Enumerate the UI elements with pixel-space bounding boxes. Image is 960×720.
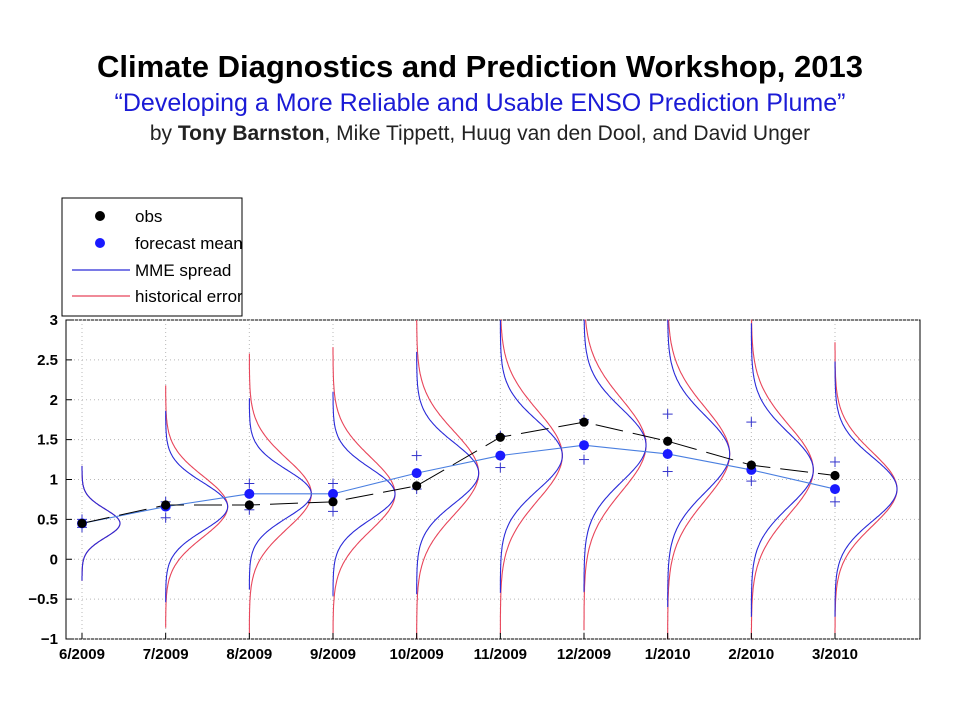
mme-spread-curve — [667, 319, 731, 608]
x-tick-label: 6/2009 — [59, 646, 105, 663]
y-tick-label: 1.5 — [37, 432, 58, 449]
title-block: Climate Diagnostics and Prediction Works… — [0, 48, 960, 148]
x-tick-label: 3/2010 — [812, 646, 858, 663]
obs-point — [579, 417, 589, 427]
obs-point — [244, 500, 254, 510]
y-tick-label: 3 — [50, 312, 58, 329]
obs-point — [746, 460, 756, 470]
y-tick-label: 2 — [50, 392, 58, 409]
y-tick-label: 1 — [50, 472, 58, 489]
legend-forecast-marker — [95, 238, 105, 248]
historical-error-curve — [583, 319, 647, 631]
x-tick-label: 10/2009 — [390, 646, 444, 663]
obs-point — [77, 518, 87, 528]
x-tick-label: 1/2010 — [645, 646, 691, 663]
obs-point — [161, 500, 171, 510]
mme-spread-curve — [750, 323, 814, 617]
y-tick-label: 0.5 — [37, 511, 58, 528]
legend-obs-marker — [95, 211, 105, 221]
x-tick-label: 11/2009 — [474, 646, 527, 663]
y-axis-ticks: −1 −0.5 0 0.5 1 1.5 2 2.5 3 — [28, 312, 72, 648]
y-tick-label: −0.5 — [28, 591, 58, 608]
page-title: Climate Diagnostics and Prediction Works… — [96, 49, 863, 84]
byline-prefix: by — [149, 122, 178, 145]
y-tick-label: 0 — [50, 551, 58, 568]
distribution-curves — [81, 319, 898, 639]
series-lines — [81, 421, 836, 524]
legend-mme-label: MME spread — [135, 261, 231, 280]
y-tick-label: 2.5 — [37, 352, 58, 369]
enso-plume-chart: −1 −0.5 0 0.5 1 1.5 2 2.5 3 6/2009 7/2009 8/2009 9/… — [28, 197, 921, 663]
mme-spread-curve — [416, 351, 480, 595]
forecast-mean-point — [830, 484, 840, 495]
legend-obs-label: obs — [135, 207, 162, 226]
forecast-mean-line — [81, 444, 836, 524]
historical-error-curve — [667, 319, 731, 639]
obs-point — [663, 436, 673, 446]
x-tick-label: 7/2009 — [143, 646, 189, 663]
historical-error-curve — [499, 319, 563, 635]
mme-spread-curve — [332, 391, 396, 596]
obs-point — [495, 432, 505, 442]
legend: obs forecast mean MME spread historical … — [61, 197, 243, 317]
y-tick-label: −1 — [41, 631, 58, 648]
x-axis-ticks: 6/2009 7/2009 8/2009 9/2009 10/2009 11/2009 12… — [59, 633, 858, 663]
presentation-subtitle: “Developing a More Reliable and Usable E… — [114, 89, 846, 117]
forecast-mean-point — [244, 488, 255, 499]
legend-forecast-label: forecast mean — [135, 234, 243, 253]
lead-author: Tony Barnston — [177, 122, 325, 145]
obs-point — [328, 497, 338, 507]
plot-area — [65, 319, 921, 640]
forecast-mean-point — [495, 450, 506, 461]
x-tick-label: 2/2010 — [728, 646, 774, 663]
x-tick-label: 8/2009 — [226, 646, 272, 663]
mme-spread-curve — [499, 320, 563, 593]
forecast-mean-point — [662, 448, 673, 459]
legend-hist-label: historical error — [135, 287, 243, 306]
point-markers — [77, 417, 840, 529]
obs-line — [81, 421, 836, 524]
x-tick-label: 12/2009 — [557, 646, 611, 663]
mme-spread-curve — [834, 361, 898, 617]
forecast-mean-point — [328, 488, 338, 499]
forecast-mean-point — [411, 468, 422, 479]
mme-spread-curve — [165, 410, 229, 603]
mme-spread-curve — [81, 465, 121, 581]
obs-point — [830, 470, 840, 481]
author-line: by Tony Barnston, Mike Tippett, Huug van… — [0, 119, 960, 148]
forecast-mean-point — [579, 440, 589, 451]
x-tick-label: 9/2009 — [310, 646, 356, 663]
obs-point — [412, 481, 422, 491]
mme-spread-curve — [583, 319, 647, 592]
coauthors: , Mike Tippett, Huug van den Dool, and D… — [324, 122, 811, 145]
